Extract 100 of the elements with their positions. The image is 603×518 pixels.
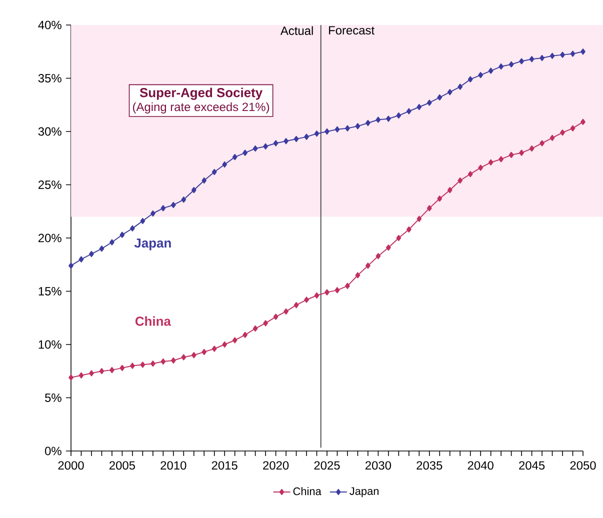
point — [345, 282, 350, 290]
x-tick-label: 2000 — [58, 461, 84, 470]
point — [570, 50, 576, 57]
point — [89, 250, 94, 258]
point — [150, 360, 156, 367]
point — [222, 341, 228, 348]
point — [252, 325, 258, 332]
point — [550, 52, 555, 59]
point — [120, 364, 125, 372]
point — [160, 358, 166, 365]
point — [345, 125, 350, 132]
point — [334, 287, 340, 294]
point — [130, 225, 135, 232]
point — [508, 152, 514, 158]
point — [386, 244, 391, 251]
point — [519, 150, 524, 156]
point — [540, 140, 544, 146]
point — [386, 116, 391, 122]
point — [68, 374, 74, 381]
point — [355, 123, 360, 130]
point — [426, 205, 432, 212]
x-tick-label: 2040 — [468, 461, 494, 470]
x-tick-label: 2030 — [365, 461, 392, 470]
point — [447, 89, 452, 96]
x-tick-label: 2045 — [519, 461, 545, 470]
point — [304, 134, 309, 140]
annotation: (Aging rate exceeds 21%) — [133, 102, 270, 114]
point — [212, 346, 217, 352]
point — [488, 159, 494, 166]
point — [529, 56, 534, 62]
point — [355, 272, 360, 278]
point — [376, 116, 381, 123]
x-tick-label: 2035 — [416, 461, 442, 470]
point — [232, 154, 238, 160]
annotation: Forecast — [329, 26, 374, 35]
point — [468, 76, 473, 82]
point — [242, 332, 248, 338]
point — [140, 218, 146, 224]
point — [304, 296, 309, 303]
point — [508, 61, 514, 68]
point — [498, 156, 504, 162]
x-tick-label: 2010 — [160, 461, 186, 470]
point — [202, 348, 207, 356]
point — [396, 234, 402, 242]
point — [406, 226, 412, 233]
point — [170, 202, 176, 208]
y-tick-label: 5% — [45, 394, 62, 402]
text: Japan — [134, 238, 171, 250]
point — [150, 210, 156, 217]
point — [519, 58, 524, 64]
y-tick-label: 10% — [38, 340, 62, 349]
point — [222, 161, 228, 168]
point — [478, 72, 484, 78]
point — [488, 68, 494, 74]
point — [130, 362, 135, 369]
point — [426, 100, 432, 106]
point — [447, 186, 452, 194]
point — [468, 171, 473, 178]
y-tick-label: 20% — [38, 234, 62, 242]
point — [212, 168, 217, 176]
point — [160, 205, 166, 212]
point — [416, 104, 422, 110]
point — [181, 196, 186, 203]
point — [252, 145, 258, 152]
point — [580, 48, 586, 55]
point — [120, 232, 125, 238]
point — [334, 126, 340, 132]
point — [294, 302, 299, 308]
point — [376, 253, 381, 260]
point — [540, 54, 544, 62]
point — [68, 262, 74, 269]
point — [273, 140, 278, 146]
text: China — [135, 316, 171, 326]
point — [458, 177, 463, 184]
point — [366, 120, 370, 126]
point — [263, 143, 268, 150]
point — [416, 216, 422, 222]
point — [110, 239, 114, 246]
point — [78, 256, 84, 262]
point — [550, 134, 555, 141]
point — [458, 84, 463, 90]
point — [294, 136, 299, 142]
y-tick-label: 35% — [38, 74, 62, 82]
point — [324, 128, 330, 135]
point — [170, 357, 176, 364]
point — [478, 164, 484, 171]
point — [437, 94, 442, 101]
point — [263, 320, 268, 326]
point — [498, 63, 504, 70]
point — [89, 370, 94, 376]
point — [284, 308, 288, 315]
point — [324, 289, 330, 296]
point — [406, 108, 412, 114]
point — [366, 262, 370, 269]
point — [232, 337, 238, 344]
point — [191, 186, 196, 194]
point — [570, 125, 576, 132]
point — [396, 112, 402, 119]
point — [314, 130, 320, 137]
y-tick-label: 25% — [38, 180, 62, 189]
